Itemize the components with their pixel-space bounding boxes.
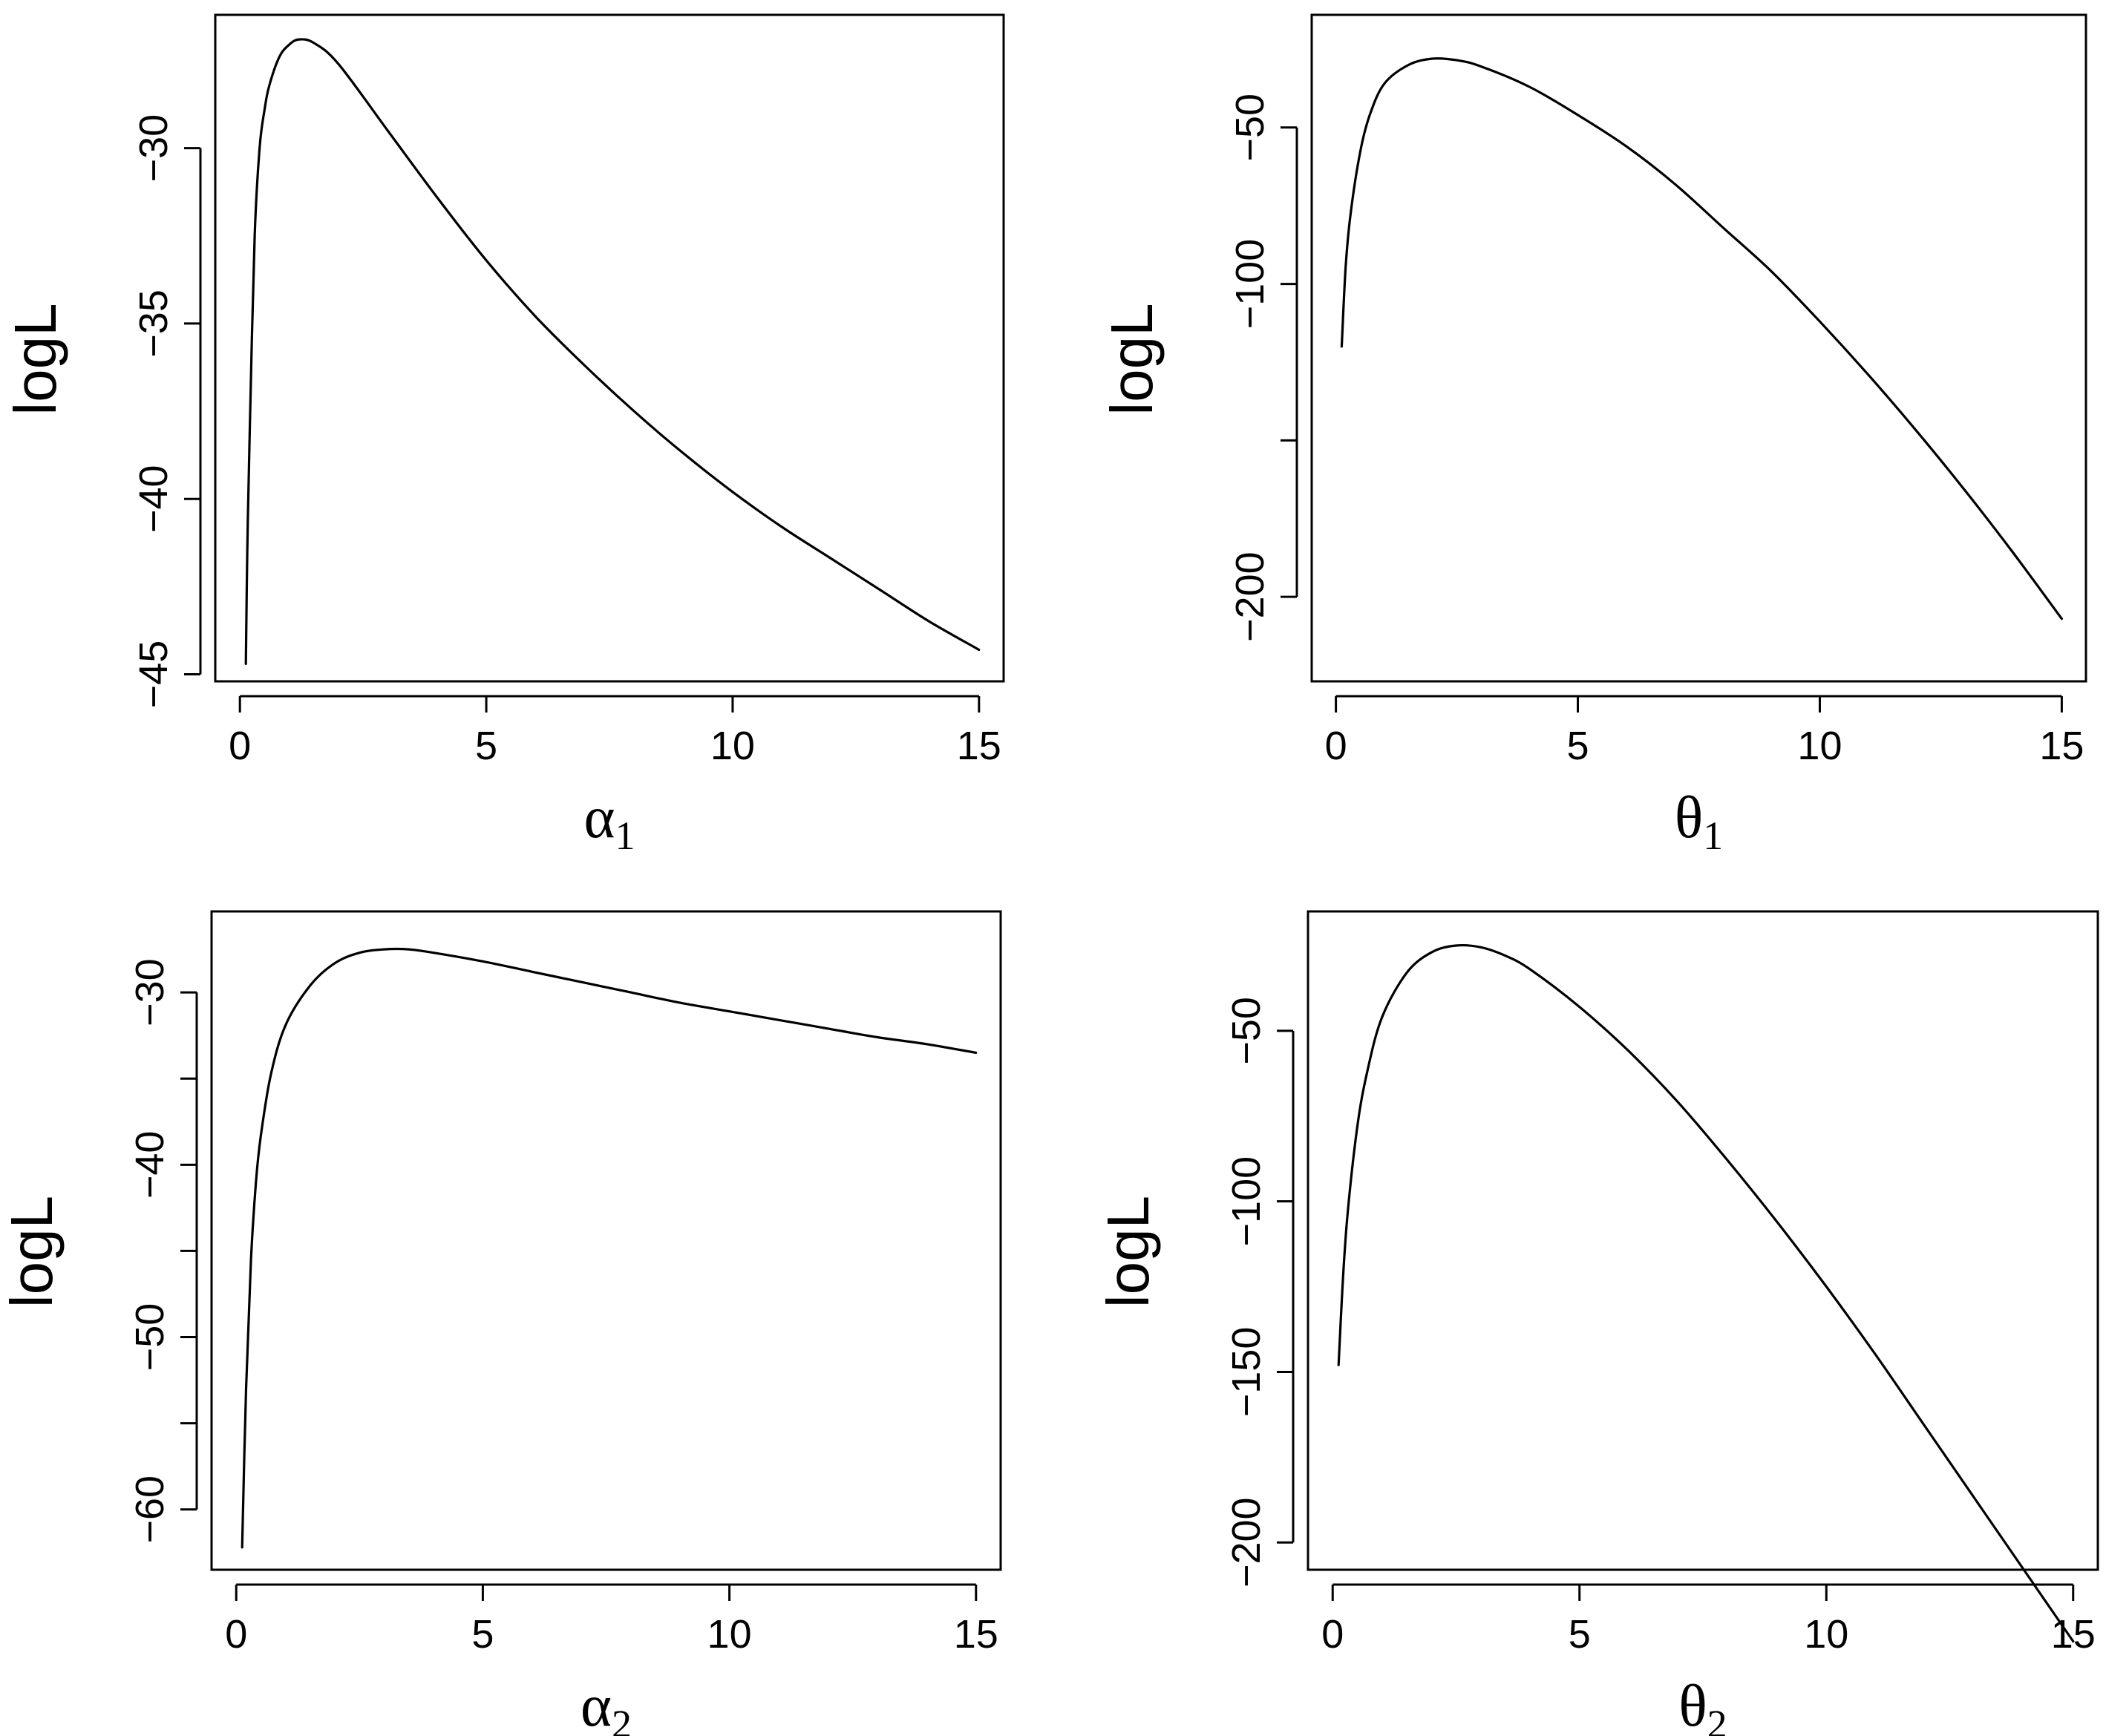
x-tick-label: 15 xyxy=(954,1612,998,1657)
y-tick-label: −30 xyxy=(131,114,176,183)
x-axis-title: α1 xyxy=(584,785,635,858)
x-axis-title: α2 xyxy=(581,1674,632,1736)
y-tick-label: −100 xyxy=(1224,1156,1269,1247)
x-axis-title: θ2 xyxy=(1678,1674,1727,1736)
x-tick-label: 10 xyxy=(1804,1612,1848,1657)
x-tick-label: 10 xyxy=(707,1612,752,1657)
x-tick-label: 10 xyxy=(710,724,755,768)
y-axis-title: logL xyxy=(1099,303,1165,415)
x-tick-label: 0 xyxy=(1321,1612,1344,1657)
y-tick-label: −50 xyxy=(1228,94,1272,162)
y-tick-label: −50 xyxy=(1224,997,1269,1065)
x-tick-label: 0 xyxy=(1325,724,1347,768)
y-tick-label: −30 xyxy=(128,958,172,1026)
y-tick-label: −60 xyxy=(128,1475,172,1544)
x-tick-label: 15 xyxy=(957,724,1001,768)
y-tick-label: −200 xyxy=(1228,551,1272,642)
plot-frame xyxy=(210,910,1002,1571)
y-tick-label: −150 xyxy=(1224,1327,1269,1418)
plot-frame xyxy=(214,13,1005,683)
y-axis-title: logL xyxy=(0,1196,65,1308)
y-axis-title: logL xyxy=(2,303,68,415)
x-tick-label: 5 xyxy=(475,724,497,768)
y-tick-label: −40 xyxy=(131,465,176,533)
loglik-curve xyxy=(1337,943,2075,1643)
y-tick-label: −40 xyxy=(128,1131,172,1199)
loglik-curve xyxy=(244,38,981,665)
x-tick-label: 10 xyxy=(1797,724,1842,768)
x-tick-label: 5 xyxy=(471,1612,494,1657)
panel-2: 0 5 10 15 −200 −100 −50 logL θ1 xyxy=(1099,13,2087,858)
panel-1: 0 5 10 15 −45 −40 −35 −30 logL α1 xyxy=(2,13,1005,858)
y-axis-title: logL xyxy=(1095,1196,1161,1308)
y-tick-label: −200 xyxy=(1224,1497,1269,1588)
y-tick-label: −100 xyxy=(1228,239,1272,330)
x-tick-label: 5 xyxy=(1567,724,1589,768)
y-tick-label: −35 xyxy=(131,289,176,358)
y-tick-label: −50 xyxy=(128,1303,172,1372)
plot-frame xyxy=(1310,13,2087,683)
y-tick-label: −45 xyxy=(131,641,176,709)
loglik-curve xyxy=(1340,57,2063,620)
panel-3: 0 5 10 15 −60 −50 −40 −30 logL α2 xyxy=(0,910,1002,1736)
x-tick-label: 0 xyxy=(229,724,251,768)
loglik-curve xyxy=(241,947,978,1549)
x-tick-label: 5 xyxy=(1569,1612,1591,1657)
x-tick-label: 15 xyxy=(2039,724,2084,768)
plot-frame xyxy=(1307,910,2099,1571)
x-tick-label: 0 xyxy=(225,1612,247,1657)
x-axis-title: θ1 xyxy=(1675,785,1723,858)
